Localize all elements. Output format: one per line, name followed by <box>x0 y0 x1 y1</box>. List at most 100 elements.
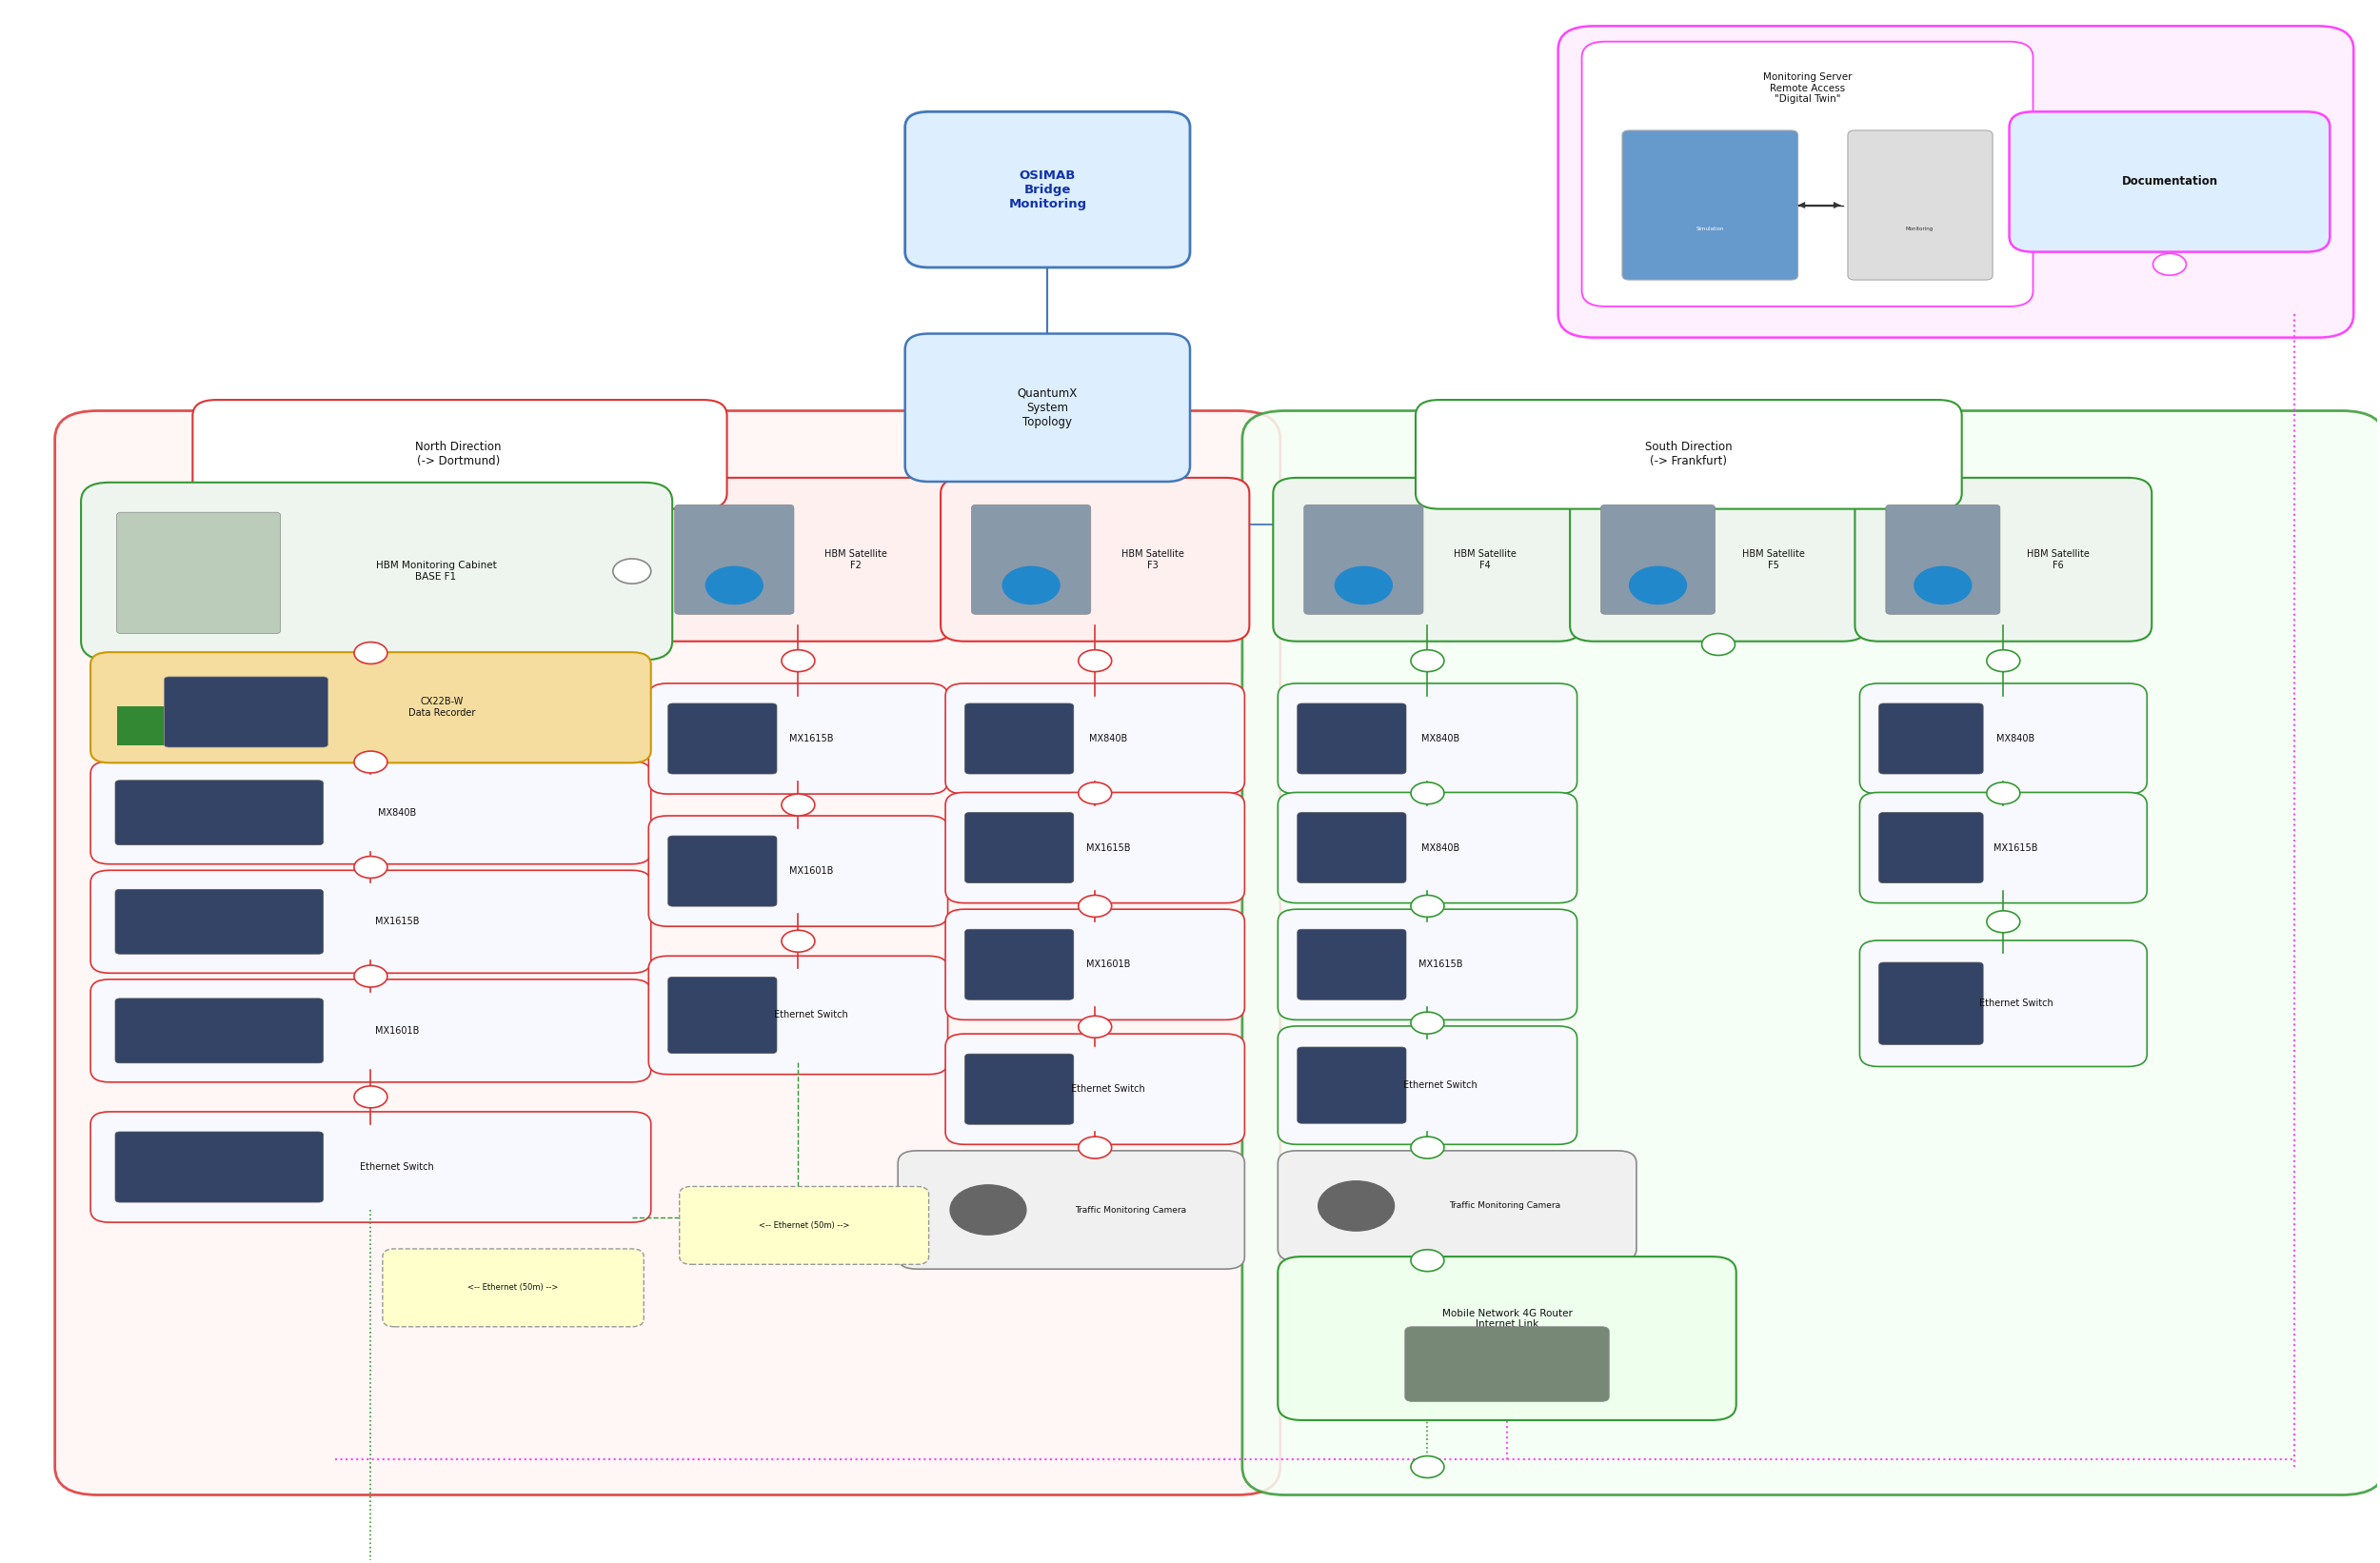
FancyBboxPatch shape <box>1859 941 2147 1066</box>
Circle shape <box>1335 567 1392 603</box>
Circle shape <box>1002 567 1059 603</box>
FancyBboxPatch shape <box>945 683 1245 794</box>
FancyBboxPatch shape <box>1278 910 1578 1019</box>
Text: QuantumX
System
Topology: QuantumX System Topology <box>1016 388 1078 428</box>
FancyBboxPatch shape <box>678 1186 928 1264</box>
FancyBboxPatch shape <box>1297 813 1407 883</box>
FancyBboxPatch shape <box>1242 411 2380 1494</box>
Text: South Direction
(-> Frankfurt): South Direction (-> Frankfurt) <box>1645 441 1733 467</box>
Text: Monitoring Server
Remote Access
"Digital Twin": Monitoring Server Remote Access "Digital… <box>1764 72 1852 105</box>
FancyBboxPatch shape <box>1278 1025 1578 1144</box>
Circle shape <box>355 966 388 988</box>
Text: North Direction
(-> Dortmund): North Direction (-> Dortmund) <box>416 441 502 467</box>
Text: MX1615B: MX1615B <box>374 917 419 927</box>
FancyBboxPatch shape <box>1297 930 1407 1000</box>
Circle shape <box>1914 567 1971 603</box>
Text: Ethernet Switch: Ethernet Switch <box>1071 1085 1145 1094</box>
FancyBboxPatch shape <box>1297 703 1407 774</box>
FancyBboxPatch shape <box>90 1111 652 1222</box>
FancyBboxPatch shape <box>114 999 324 1063</box>
Circle shape <box>1411 1457 1445 1477</box>
FancyBboxPatch shape <box>117 706 164 746</box>
FancyBboxPatch shape <box>904 333 1190 481</box>
Circle shape <box>950 1185 1026 1235</box>
Circle shape <box>355 752 388 774</box>
FancyBboxPatch shape <box>193 400 726 510</box>
Circle shape <box>1078 650 1111 672</box>
Text: Ethernet Switch: Ethernet Switch <box>1404 1080 1478 1089</box>
Circle shape <box>1319 1182 1395 1232</box>
FancyBboxPatch shape <box>945 910 1245 1019</box>
Text: <-- Ethernet (50m) -->: <-- Ethernet (50m) --> <box>469 1283 559 1293</box>
Text: MX1615B: MX1615B <box>1418 960 1464 969</box>
Circle shape <box>355 857 388 878</box>
Text: MX1601B: MX1601B <box>790 866 833 875</box>
FancyBboxPatch shape <box>1602 505 1716 614</box>
FancyBboxPatch shape <box>1304 505 1423 614</box>
Circle shape <box>1630 567 1687 603</box>
Circle shape <box>614 558 652 583</box>
FancyBboxPatch shape <box>1878 963 1983 1044</box>
FancyBboxPatch shape <box>1885 505 1999 614</box>
FancyBboxPatch shape <box>945 792 1245 903</box>
Circle shape <box>781 650 814 672</box>
FancyBboxPatch shape <box>1278 683 1578 794</box>
FancyBboxPatch shape <box>650 957 947 1074</box>
FancyBboxPatch shape <box>1878 703 1983 774</box>
Circle shape <box>1987 782 2021 803</box>
Circle shape <box>1411 650 1445 672</box>
FancyBboxPatch shape <box>117 513 281 633</box>
Circle shape <box>1078 1016 1111 1038</box>
Text: Mobile Network 4G Router
Internet Link: Mobile Network 4G Router Internet Link <box>1442 1308 1573 1329</box>
Text: HBM Satellite
F4: HBM Satellite F4 <box>1454 549 1516 570</box>
Circle shape <box>1987 911 2021 933</box>
FancyBboxPatch shape <box>383 1249 645 1327</box>
FancyBboxPatch shape <box>1623 130 1797 280</box>
FancyBboxPatch shape <box>90 652 652 763</box>
FancyBboxPatch shape <box>1278 1257 1735 1421</box>
Text: MX1601B: MX1601B <box>1085 960 1130 969</box>
FancyBboxPatch shape <box>964 1053 1073 1124</box>
FancyBboxPatch shape <box>81 483 671 660</box>
Text: Monitoring: Monitoring <box>1904 227 1933 231</box>
Circle shape <box>355 642 388 664</box>
FancyBboxPatch shape <box>1854 478 2152 641</box>
Text: Ethernet Switch: Ethernet Switch <box>1978 999 2054 1008</box>
FancyBboxPatch shape <box>1278 792 1578 903</box>
FancyBboxPatch shape <box>55 411 1280 1494</box>
Circle shape <box>1411 1249 1445 1271</box>
FancyBboxPatch shape <box>1847 130 1992 280</box>
Circle shape <box>781 794 814 816</box>
FancyBboxPatch shape <box>904 111 1190 267</box>
FancyBboxPatch shape <box>645 478 952 641</box>
Text: Simulation: Simulation <box>1697 227 1723 231</box>
FancyBboxPatch shape <box>1416 400 1961 510</box>
FancyBboxPatch shape <box>669 977 776 1053</box>
FancyBboxPatch shape <box>940 478 1250 641</box>
FancyBboxPatch shape <box>90 761 652 864</box>
FancyBboxPatch shape <box>945 1033 1245 1144</box>
FancyBboxPatch shape <box>669 836 776 907</box>
FancyBboxPatch shape <box>650 683 947 794</box>
Circle shape <box>355 1086 388 1108</box>
Circle shape <box>1411 782 1445 803</box>
FancyBboxPatch shape <box>1571 478 1866 641</box>
FancyBboxPatch shape <box>1278 1150 1637 1261</box>
Text: MX840B: MX840B <box>378 808 416 817</box>
Text: HBM Satellite
F5: HBM Satellite F5 <box>1742 549 1804 570</box>
FancyBboxPatch shape <box>1583 42 2033 306</box>
Text: Ethernet Switch: Ethernet Switch <box>774 1010 847 1021</box>
FancyBboxPatch shape <box>114 1132 324 1202</box>
Text: OSIMAB
Bridge
Monitoring: OSIMAB Bridge Monitoring <box>1009 169 1088 209</box>
Text: HBM Satellite
F2: HBM Satellite F2 <box>823 549 888 570</box>
Circle shape <box>781 930 814 952</box>
Circle shape <box>1078 782 1111 803</box>
FancyBboxPatch shape <box>897 1150 1245 1269</box>
FancyBboxPatch shape <box>164 677 328 747</box>
Text: Traffic Monitoring Camera: Traffic Monitoring Camera <box>1076 1205 1185 1214</box>
Text: Ethernet Switch: Ethernet Switch <box>359 1163 433 1172</box>
FancyBboxPatch shape <box>650 816 947 927</box>
FancyBboxPatch shape <box>90 871 652 974</box>
FancyBboxPatch shape <box>669 703 776 774</box>
Text: CX22B-W
Data Recorder: CX22B-W Data Recorder <box>409 697 476 717</box>
